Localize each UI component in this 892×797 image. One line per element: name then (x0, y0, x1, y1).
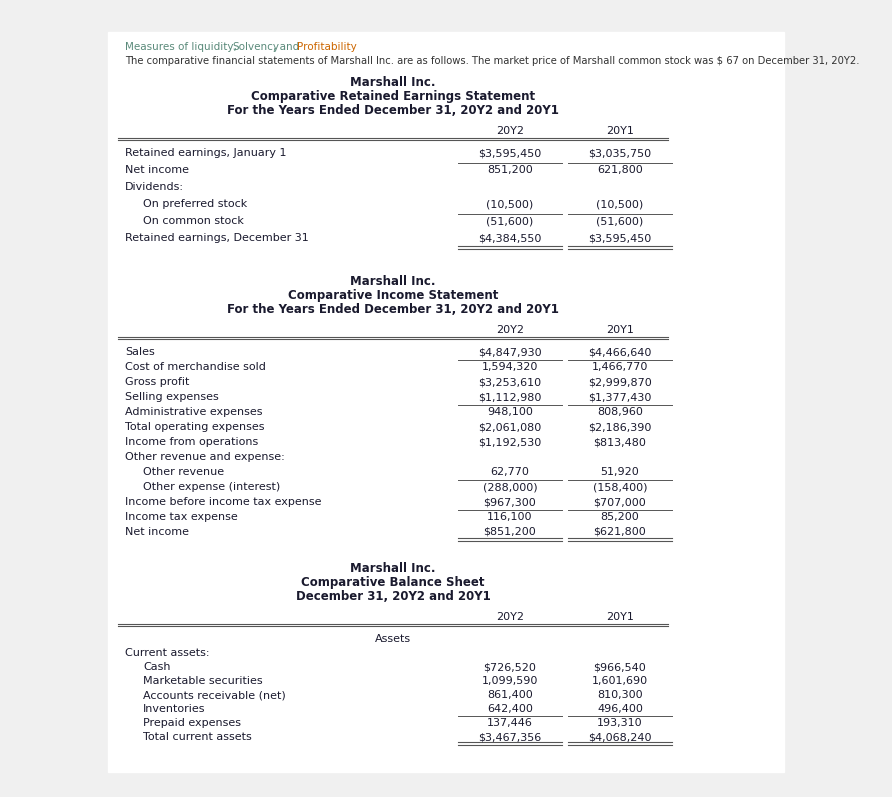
Text: $621,800: $621,800 (593, 527, 647, 537)
Text: $1,192,530: $1,192,530 (478, 437, 541, 447)
Text: Total current assets: Total current assets (143, 732, 252, 742)
Text: Retained earnings, December 31: Retained earnings, December 31 (125, 233, 309, 243)
Text: $3,595,450: $3,595,450 (478, 148, 541, 158)
Text: For the Years Ended December 31, 20Y2 and 20Y1: For the Years Ended December 31, 20Y2 an… (227, 303, 559, 316)
Text: (10,500): (10,500) (486, 199, 533, 209)
Text: 861,400: 861,400 (487, 690, 533, 700)
Text: $707,000: $707,000 (593, 497, 647, 507)
Text: Selling expenses: Selling expenses (125, 392, 219, 402)
Text: $726,520: $726,520 (483, 662, 536, 672)
Text: 20Y2: 20Y2 (496, 126, 524, 136)
Text: $3,035,750: $3,035,750 (589, 148, 651, 158)
Text: 948,100: 948,100 (487, 407, 533, 417)
Text: Profitability: Profitability (297, 42, 357, 52)
Text: $4,068,240: $4,068,240 (588, 732, 652, 742)
Text: $2,186,390: $2,186,390 (589, 422, 652, 432)
Text: 621,800: 621,800 (597, 165, 643, 175)
Text: $1,377,430: $1,377,430 (589, 392, 652, 402)
Text: 116,100: 116,100 (487, 512, 533, 522)
Text: 20Y2: 20Y2 (496, 612, 524, 622)
Text: Income before income tax expense: Income before income tax expense (125, 497, 321, 507)
Text: On common stock: On common stock (143, 216, 244, 226)
Text: 193,310: 193,310 (597, 718, 643, 728)
Text: (51,600): (51,600) (486, 216, 533, 226)
Text: 20Y1: 20Y1 (606, 612, 634, 622)
Text: Cost of merchandise sold: Cost of merchandise sold (125, 362, 266, 372)
Text: Measures of liquidity,: Measures of liquidity, (125, 42, 240, 52)
Text: Other expense (interest): Other expense (interest) (143, 482, 280, 492)
Text: Comparative Income Statement: Comparative Income Statement (288, 289, 499, 302)
Text: Comparative Retained Earnings Statement: Comparative Retained Earnings Statement (251, 90, 535, 103)
Text: $3,467,356: $3,467,356 (478, 732, 541, 742)
Text: 1,601,690: 1,601,690 (592, 676, 648, 686)
Bar (108, 32, 784, 772)
Text: Assets: Assets (375, 634, 411, 644)
Text: December 31, 20Y2 and 20Y1: December 31, 20Y2 and 20Y1 (295, 590, 491, 603)
Text: 85,200: 85,200 (600, 512, 640, 522)
Text: Net income: Net income (125, 527, 189, 537)
Text: Dividends:: Dividends: (125, 182, 184, 192)
Text: On preferred stock: On preferred stock (143, 199, 247, 209)
Text: Income tax expense: Income tax expense (125, 512, 238, 522)
Text: Total operating expenses: Total operating expenses (125, 422, 265, 432)
Text: $4,466,640: $4,466,640 (589, 347, 652, 357)
Text: 808,960: 808,960 (597, 407, 643, 417)
Text: Marketable securities: Marketable securities (143, 676, 262, 686)
Text: Marshall Inc.: Marshall Inc. (351, 562, 436, 575)
Text: $1,112,980: $1,112,980 (478, 392, 541, 402)
Text: 810,300: 810,300 (597, 690, 643, 700)
Text: 20Y1: 20Y1 (606, 126, 634, 136)
Text: (288,000): (288,000) (483, 482, 537, 492)
Text: Sales: Sales (125, 347, 154, 357)
Text: $2,999,870: $2,999,870 (588, 377, 652, 387)
Text: 1,466,770: 1,466,770 (591, 362, 648, 372)
Text: $3,595,450: $3,595,450 (589, 233, 652, 243)
Text: (10,500): (10,500) (597, 199, 644, 209)
Text: Other revenue and expense:: Other revenue and expense: (125, 452, 285, 462)
Text: Accounts receivable (net): Accounts receivable (net) (143, 690, 285, 700)
Text: $851,200: $851,200 (483, 527, 536, 537)
Text: Net income: Net income (125, 165, 189, 175)
Text: $3,253,610: $3,253,610 (478, 377, 541, 387)
Text: Marshall Inc.: Marshall Inc. (351, 76, 436, 89)
Text: Cash: Cash (143, 662, 170, 672)
Text: Solvency: Solvency (232, 42, 279, 52)
Text: $966,540: $966,540 (593, 662, 647, 672)
Text: 51,920: 51,920 (600, 467, 640, 477)
Text: 851,200: 851,200 (487, 165, 533, 175)
Text: Retained earnings, January 1: Retained earnings, January 1 (125, 148, 286, 158)
Text: 642,400: 642,400 (487, 704, 533, 714)
Text: Administrative expenses: Administrative expenses (125, 407, 262, 417)
Text: Inventories: Inventories (143, 704, 205, 714)
Text: For the Years Ended December 31, 20Y2 and 20Y1: For the Years Ended December 31, 20Y2 an… (227, 104, 559, 117)
Text: 137,446: 137,446 (487, 718, 533, 728)
Text: Comparative Balance Sheet: Comparative Balance Sheet (301, 576, 484, 589)
Text: Other revenue: Other revenue (143, 467, 224, 477)
Text: 1,099,590: 1,099,590 (482, 676, 538, 686)
Text: $813,480: $813,480 (593, 437, 647, 447)
Text: Income from operations: Income from operations (125, 437, 259, 447)
Text: $4,847,930: $4,847,930 (478, 347, 541, 357)
Text: , and: , and (273, 42, 302, 52)
Text: $967,300: $967,300 (483, 497, 536, 507)
Text: The comparative financial statements of Marshall Inc. are as follows. The market: The comparative financial statements of … (125, 56, 860, 66)
Text: Current assets:: Current assets: (125, 648, 210, 658)
Text: 1,594,320: 1,594,320 (482, 362, 538, 372)
Text: (158,400): (158,400) (593, 482, 648, 492)
Text: 62,770: 62,770 (491, 467, 530, 477)
Text: Gross profit: Gross profit (125, 377, 189, 387)
Text: 20Y1: 20Y1 (606, 325, 634, 335)
Text: Marshall Inc.: Marshall Inc. (351, 275, 436, 288)
Text: Prepaid expenses: Prepaid expenses (143, 718, 241, 728)
Text: $4,384,550: $4,384,550 (478, 233, 541, 243)
Text: (51,600): (51,600) (597, 216, 644, 226)
Text: 496,400: 496,400 (597, 704, 643, 714)
Text: $2,061,080: $2,061,080 (478, 422, 541, 432)
Text: 20Y2: 20Y2 (496, 325, 524, 335)
